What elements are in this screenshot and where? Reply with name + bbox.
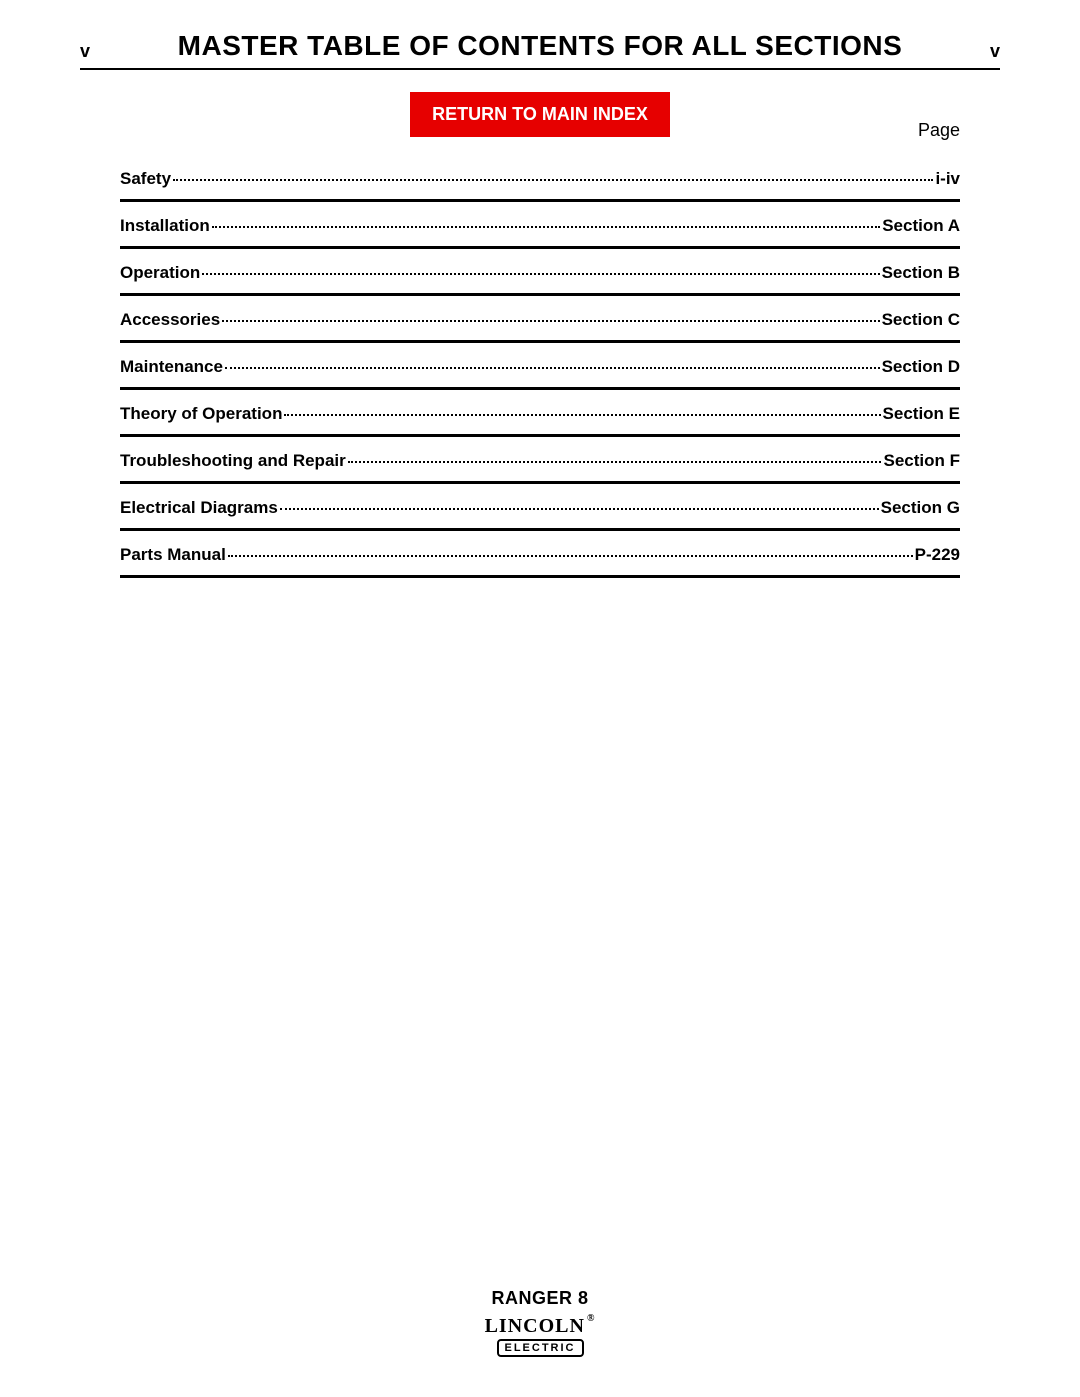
toc-row[interactable]: Accessories Section C: [120, 296, 960, 330]
toc-page: i-iv: [935, 169, 960, 189]
toc-page: P-229: [915, 545, 960, 565]
registered-trademark-icon: ®: [587, 1313, 595, 1324]
table-of-contents: Safety i-iv Installation Section A Opera…: [120, 155, 960, 578]
toc-leader-dots: [222, 320, 879, 322]
logo-top-text: LINCOLN ®: [485, 1315, 596, 1338]
logo-brand: LINCOLN: [485, 1315, 585, 1338]
product-name: RANGER 8: [0, 1288, 1080, 1309]
toc-leader-dots: [225, 367, 880, 369]
toc-page: Section E: [883, 404, 960, 424]
toc-leader-dots: [212, 226, 880, 228]
toc-leader-dots: [284, 414, 880, 416]
toc-row[interactable]: Troubleshooting and Repair Section F: [120, 437, 960, 471]
toc-page: Section F: [883, 451, 960, 471]
toc-row[interactable]: Installation Section A: [120, 202, 960, 236]
toc-leader-dots: [202, 273, 879, 275]
toc-leader-dots: [348, 461, 882, 463]
document-page: v MASTER TABLE OF CONTENTS FOR ALL SECTI…: [0, 0, 1080, 1397]
page-title: MASTER TABLE OF CONTENTS FOR ALL SECTION…: [90, 30, 990, 62]
toc-title: Troubleshooting and Repair: [120, 451, 346, 471]
page-column-label: Page: [918, 120, 960, 141]
toc-page: Section G: [881, 498, 960, 518]
return-to-main-index-button[interactable]: RETURN TO MAIN INDEX: [410, 92, 670, 137]
return-button-wrap: RETURN TO MAIN INDEX Page: [80, 92, 1000, 137]
page-footer: RANGER 8 LINCOLN ® ELECTRIC: [0, 1288, 1080, 1357]
toc-row[interactable]: Theory of Operation Section E: [120, 390, 960, 424]
page-marker-left: v: [80, 41, 90, 62]
toc-title: Accessories: [120, 310, 220, 330]
toc-title: Maintenance: [120, 357, 223, 377]
toc-page: Section C: [882, 310, 960, 330]
lincoln-electric-logo: LINCOLN ® ELECTRIC: [485, 1315, 596, 1357]
toc-page: Section B: [882, 263, 960, 283]
toc-title: Parts Manual: [120, 545, 226, 565]
toc-title: Operation: [120, 263, 200, 283]
toc-leader-dots: [280, 508, 879, 510]
toc-row[interactable]: Maintenance Section D: [120, 343, 960, 377]
toc-title: Theory of Operation: [120, 404, 282, 424]
toc-row[interactable]: Parts Manual P-229: [120, 531, 960, 565]
toc-title: Electrical Diagrams: [120, 498, 278, 518]
logo-bottom-text: ELECTRIC: [497, 1339, 584, 1357]
toc-title: Installation: [120, 216, 210, 236]
header-row: v MASTER TABLE OF CONTENTS FOR ALL SECTI…: [80, 30, 1000, 70]
toc-row[interactable]: Electrical Diagrams Section G: [120, 484, 960, 518]
toc-leader-dots: [228, 555, 913, 557]
page-marker-right: v: [990, 41, 1000, 62]
toc-page: Section A: [882, 216, 960, 236]
toc-leader-dots: [173, 179, 933, 181]
toc-separator: [120, 575, 960, 578]
toc-page: Section D: [882, 357, 960, 377]
toc-row[interactable]: Safety i-iv: [120, 155, 960, 189]
toc-title: Safety: [120, 169, 171, 189]
toc-row[interactable]: Operation Section B: [120, 249, 960, 283]
